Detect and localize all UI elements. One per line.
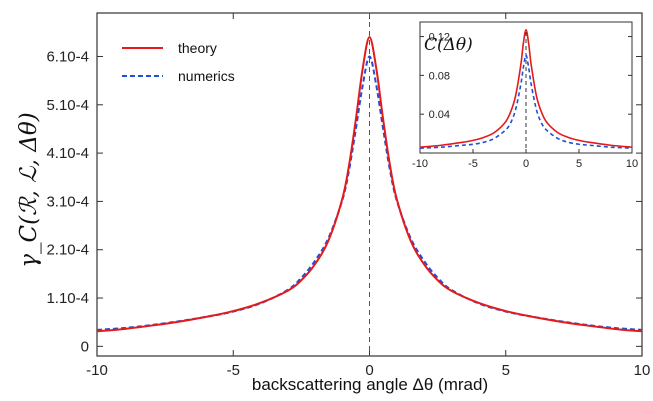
legend-numerics-label: numerics xyxy=(178,68,235,84)
inset-x-tick-label-4: 10 xyxy=(626,158,638,170)
inset-x-tick-label-3: 5 xyxy=(576,158,582,170)
y-tick-label-3: 3.10-4 xyxy=(46,193,89,210)
legend-theory-label: theory xyxy=(178,40,217,56)
y-tick-label-2: 2.10-4 xyxy=(46,242,89,259)
series-theory-line xyxy=(96,36,643,333)
main-axis-ticks: -10 -5 0 5 10 0 1.10-4 2.10-4 3.10-4 4.10-4 5.10-4… xyxy=(46,13,650,379)
inset-series-group xyxy=(419,28,633,149)
x-tick-label-1: -5 xyxy=(227,362,240,379)
inset-axis-ticks: -10 -5 0 5 10 0.04 0.08 0.12 xyxy=(412,32,638,170)
inset-series-numerics-line xyxy=(419,54,633,149)
inset-label: C(Δθ) xyxy=(424,35,473,55)
inset-y-tick-label-0: 0.04 xyxy=(429,109,450,121)
x-tick-label-2: 0 xyxy=(365,362,373,379)
inset-y-tick-label-1: 0.08 xyxy=(429,70,450,82)
x-tick-label-3: 5 xyxy=(502,362,510,379)
x-axis-title: backscattering angle Δθ (mrad) xyxy=(252,375,488,394)
y-tick-label-0: 0 xyxy=(81,338,89,355)
inset-x-tick-label-1: -5 xyxy=(468,158,478,170)
y-tick-label-1: 1.10-4 xyxy=(46,290,89,307)
x-tick-label-4: 10 xyxy=(634,362,651,379)
legend: theory numerics xyxy=(122,40,235,84)
inset-x-tick-label-2: 0 xyxy=(523,158,529,170)
inset-x-tick-label-0: -10 xyxy=(412,158,428,170)
y-tick-label-4: 4.10-4 xyxy=(46,145,89,162)
x-tick-label-0: -10 xyxy=(86,362,108,379)
y-axis-title: γ_C(ℛ, ℒ, Δθ) xyxy=(16,112,42,267)
y-tick-label-5: 5.10-4 xyxy=(46,97,89,114)
inset-y-tick-label-2: 0.12 xyxy=(429,32,450,44)
y-tick-label-6: 6.10-4 xyxy=(46,48,89,65)
inset-series-theory-line xyxy=(419,28,633,148)
main-series-group xyxy=(96,36,643,333)
